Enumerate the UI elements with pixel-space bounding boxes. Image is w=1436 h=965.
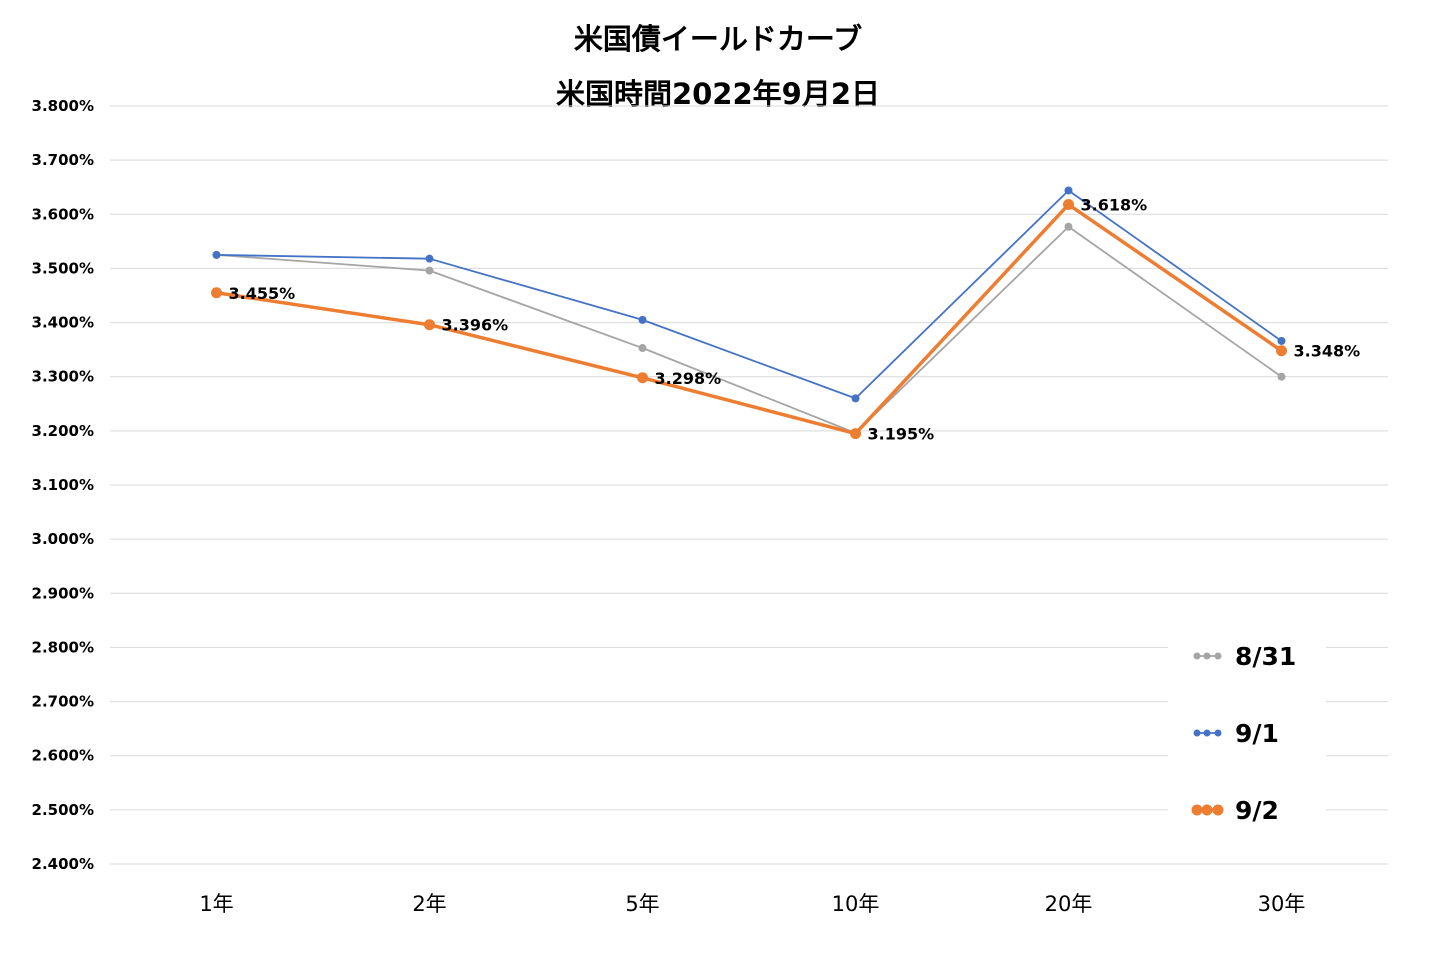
legend-marker bbox=[1191, 804, 1203, 816]
y-tick-label: 3.500% bbox=[32, 259, 94, 277]
data-point bbox=[638, 315, 647, 324]
x-tick-label: 30年 bbox=[1258, 892, 1306, 916]
chart-title: 米国債イールドカーブ bbox=[573, 22, 863, 56]
x-tick-label: 1年 bbox=[199, 892, 233, 916]
data-label: 3.618% bbox=[1081, 196, 1148, 215]
data-point bbox=[851, 394, 860, 403]
y-axis: 3.800% 3.700% 3.600% 3.500% 3.400% 3.300% 3.20… bbox=[32, 97, 94, 873]
legend-marker bbox=[1214, 729, 1222, 737]
data-point bbox=[1064, 186, 1073, 195]
y-tick-label: 2.600% bbox=[32, 747, 94, 765]
data-point bbox=[1063, 199, 1074, 211]
legend: 8/31 9/1 9/2 bbox=[1168, 625, 1326, 840]
y-tick-label: 2.700% bbox=[32, 693, 94, 711]
y-tick-label: 2.500% bbox=[32, 801, 94, 819]
y-tick-label: 3.800% bbox=[32, 97, 94, 115]
data-point bbox=[424, 319, 435, 331]
legend-item-8/31: 8/31 bbox=[1193, 642, 1296, 671]
x-tick-label: 5年 bbox=[625, 892, 659, 916]
y-tick-label: 3.200% bbox=[32, 422, 94, 440]
legend-item-9/1: 9/1 bbox=[1193, 719, 1279, 748]
data-point bbox=[1277, 336, 1286, 345]
y-tick-label: 3.300% bbox=[32, 368, 94, 386]
series-line bbox=[216, 189, 1283, 400]
data-label: 3.348% bbox=[1294, 342, 1361, 361]
x-tick-label: 10年 bbox=[832, 892, 880, 916]
data-point bbox=[1277, 372, 1286, 381]
data-point bbox=[1276, 345, 1287, 357]
y-tick-label: 3.100% bbox=[32, 476, 94, 494]
y-tick-label: 3.400% bbox=[32, 314, 94, 332]
legend-marker bbox=[1203, 652, 1211, 660]
chart-subtitle: 米国時間2022年9月2日 bbox=[555, 77, 881, 111]
y-tick-label: 2.800% bbox=[32, 638, 94, 656]
gridlines bbox=[110, 105, 1388, 865]
y-tick-label: 3.700% bbox=[32, 151, 94, 169]
legend-item-9/2: 9/2 bbox=[1191, 796, 1279, 825]
series-9/2 bbox=[211, 199, 1287, 440]
legend-marker bbox=[1212, 804, 1224, 816]
y-tick-label: 3.600% bbox=[32, 205, 94, 223]
y-tick-label: 3.000% bbox=[32, 530, 94, 548]
data-point bbox=[212, 250, 221, 259]
legend-marker bbox=[1203, 729, 1211, 737]
data-point bbox=[637, 372, 648, 384]
legend-marker bbox=[1193, 729, 1201, 737]
data-point bbox=[425, 254, 434, 263]
legend-marker bbox=[1214, 652, 1222, 660]
data-label: 3.455% bbox=[229, 284, 296, 303]
data-point bbox=[1064, 222, 1073, 231]
y-tick-label: 2.900% bbox=[32, 584, 94, 602]
data-label: 3.298% bbox=[655, 369, 722, 388]
data-point bbox=[638, 344, 647, 353]
x-tick-label: 2年 bbox=[412, 892, 446, 916]
legend-label: 9/2 bbox=[1235, 796, 1279, 825]
x-tick-label: 20年 bbox=[1045, 892, 1093, 916]
data-point bbox=[425, 266, 434, 275]
data-point bbox=[850, 428, 861, 440]
series-line bbox=[216, 202, 1283, 436]
series-9/1 bbox=[212, 186, 1286, 403]
x-axis: 1年 2年 5年 10年 20年 30年 bbox=[199, 892, 1305, 916]
series-lines bbox=[211, 186, 1287, 440]
legend-label: 8/31 bbox=[1235, 642, 1296, 671]
legend-marker bbox=[1201, 804, 1213, 816]
data-labels: 3.455% 3.396% 3.298% 3.195% 3.618% 3.348% bbox=[229, 196, 1361, 444]
y-tick-label: 2.400% bbox=[32, 855, 94, 873]
legend-marker bbox=[1193, 652, 1201, 660]
data-label: 3.195% bbox=[868, 425, 935, 444]
series-line bbox=[216, 225, 1283, 434]
data-point bbox=[211, 287, 222, 299]
legend-label: 9/1 bbox=[1235, 719, 1279, 748]
data-label: 3.396% bbox=[442, 316, 509, 335]
